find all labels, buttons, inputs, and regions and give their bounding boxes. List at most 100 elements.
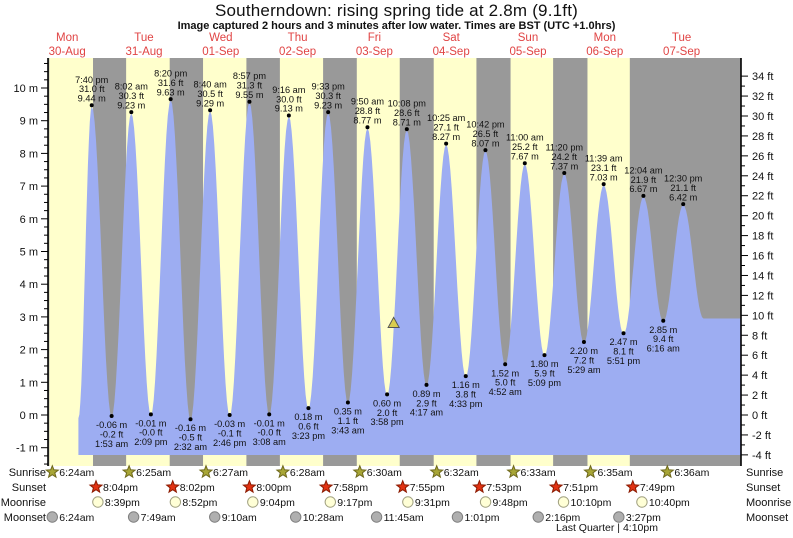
right-axis-label: 2 ft — [752, 390, 767, 402]
low-tide-dot — [661, 318, 666, 323]
high-tide-label: 9.23 m — [314, 100, 342, 110]
high-tide-label: 30.3 ft — [119, 91, 145, 101]
high-tide-label: 12:30 pm — [664, 174, 703, 184]
right-axis-label: 10 ft — [752, 310, 773, 322]
high-tide-dot — [562, 171, 567, 176]
sunset-star-icon — [548, 479, 564, 494]
low-tide-dot — [503, 362, 508, 367]
moonrise-row-label-right: Moonrise — [746, 497, 791, 509]
right-axis-label: 34 ft — [752, 71, 773, 83]
high-tide-label: 8.07 m — [471, 138, 499, 148]
low-tide-label: 2.0 ft — [377, 408, 398, 418]
day-date-label: 30-Aug — [49, 46, 86, 58]
moonrise-time: 9:31pm — [415, 497, 450, 509]
moonset-circle-icon — [289, 511, 302, 523]
high-tide-dot — [444, 141, 449, 146]
high-tide-label: 9:50 am — [351, 97, 385, 107]
left-axis-label: 2 m — [20, 345, 38, 357]
moonset-time: 7:49am — [141, 512, 176, 524]
low-tide-label: 3.8 ft — [456, 389, 477, 399]
right-axis-label: 16 ft — [752, 251, 773, 263]
moonrise-circle-icon — [636, 496, 648, 508]
low-tide-dot — [542, 353, 547, 358]
low-tide-label: 7.2 ft — [574, 355, 595, 365]
high-tide-label: 7.67 m — [511, 151, 539, 161]
current-tide-triangle-icon — [387, 316, 400, 328]
sunrise-star-icon — [506, 464, 521, 479]
low-tide-label: 8.1 ft — [613, 347, 634, 357]
y-axes: -1 m 0 m 1 m 2 m 3 m 4 m 5 m 6 m 7 m 8 m 9 m 10 m -4… — [14, 58, 773, 466]
right-axis-label: 12 ft — [752, 290, 773, 302]
high-tide-label: 8.77 m — [353, 116, 381, 126]
low-tide-label: 1.16 m — [452, 380, 480, 390]
moonrise-time: 10:40pm — [649, 497, 690, 509]
right-axis-label: 30 ft — [752, 111, 773, 123]
tide-curve — [78, 100, 741, 455]
left-axis-label: 0 m — [20, 410, 38, 422]
high-tide-dot — [601, 182, 606, 187]
moonrise-circle-icon — [557, 496, 570, 508]
low-tide-label: 2:32 am — [174, 442, 208, 452]
sunrise-time: 6:32am — [444, 467, 479, 479]
moonset-circle-icon — [46, 511, 58, 523]
high-tide-dot — [247, 99, 252, 104]
low-tide-label: 3:43 am — [331, 425, 365, 435]
left-axis-label: 5 m — [20, 247, 38, 259]
sunrise-row-label: Sunrise — [9, 467, 46, 479]
moonrise-circle-icon — [324, 496, 337, 508]
low-tide-label: 0.35 m — [334, 407, 362, 417]
moonrise-time: 8:52pm — [182, 497, 217, 509]
sunset-star-icon — [165, 479, 181, 494]
high-tide-label: 10:08 pm — [388, 99, 427, 109]
sunset-star-icon — [88, 479, 104, 494]
high-tide-label: 10:25 am — [427, 113, 466, 123]
low-tide-label: 5:29 am — [567, 365, 601, 375]
sunrise-time: 6:25am — [136, 467, 171, 479]
high-tide-label: 9.63 m — [157, 87, 185, 97]
moonset-time: 2:16pm — [545, 512, 580, 524]
high-tide-dot — [641, 193, 646, 198]
sunrise-star-icon — [198, 464, 214, 479]
sunrise-star-icon — [352, 464, 368, 479]
moonrise-row-label: Moonrise — [1, 497, 46, 509]
day-date-label: 06-Sep — [586, 46, 623, 58]
moonrise-circle-icon — [479, 496, 492, 508]
tide-area — [78, 100, 741, 455]
sunset-star-icon — [242, 479, 257, 494]
low-tide-label: -0.06 m — [96, 420, 127, 430]
low-tide-label: 5:09 pm — [528, 378, 562, 388]
sunrise-star-icon — [659, 464, 675, 479]
day-name-label: Tue — [672, 32, 691, 44]
low-tide-label: 5:51 pm — [607, 356, 641, 366]
left-axis-label: 8 m — [20, 148, 38, 160]
right-axis-label: -4 ft — [752, 450, 771, 462]
left-axis-label: 10 m — [14, 83, 38, 95]
day-name-label: Thu — [288, 32, 308, 44]
high-tide-label: 28.6 ft — [394, 108, 420, 118]
day-date-label: 02-Sep — [279, 46, 316, 58]
high-tide-label: 31.6 ft — [158, 78, 184, 88]
low-tide-dot — [345, 400, 350, 405]
low-tide-dot — [306, 406, 311, 411]
moonset-row-label-right: Moonset — [746, 512, 788, 524]
low-tide-label: 0.60 m — [373, 398, 401, 408]
page-subtitle: Image captured 2 hours and 3 minutes aft… — [177, 20, 616, 32]
high-tide-label: 9.55 m — [235, 90, 263, 100]
right-axis-label: 20 ft — [752, 211, 773, 223]
left-axis-label: 1 m — [20, 377, 38, 389]
sunset-time: 7:51pm — [563, 482, 598, 494]
sunset-time: 7:55pm — [410, 482, 445, 494]
left-axis-label: 3 m — [20, 312, 38, 324]
high-tide-dot — [681, 202, 686, 207]
sunrise-time: 6:36am — [674, 467, 709, 479]
moon-phase-note: Last Quarter | 4:10pm — [556, 522, 658, 534]
low-tide-label: 4:52 am — [489, 387, 523, 397]
sunrise-time: 6:33am — [521, 467, 556, 479]
low-tide-label: 2:46 pm — [213, 438, 247, 448]
high-tide-dot — [483, 148, 488, 153]
sunrise-time: 6:27am — [213, 467, 248, 479]
current-level-marker — [387, 316, 400, 328]
sunset-star-icon — [625, 479, 641, 494]
moonset-circle-icon — [532, 511, 544, 523]
